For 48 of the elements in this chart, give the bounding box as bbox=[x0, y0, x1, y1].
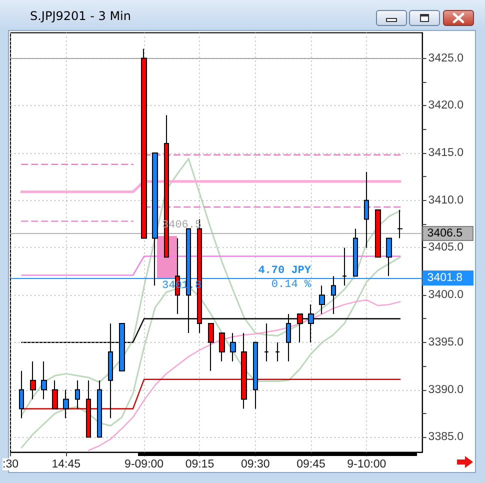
candlestick bbox=[364, 171, 369, 248]
candlestick bbox=[86, 380, 91, 438]
candlestick bbox=[219, 332, 225, 362]
y-tick-label: 3415.0 bbox=[428, 146, 464, 159]
candlestick bbox=[397, 209, 403, 239]
ref-line-label: 3406.5 bbox=[427, 228, 462, 240]
line-series bbox=[20, 158, 401, 416]
annotation: 4.70 JPY bbox=[258, 265, 312, 278]
candlestick bbox=[331, 276, 336, 315]
candlestick bbox=[275, 342, 280, 362]
candlestick bbox=[241, 332, 247, 410]
ref-line-label: 3401.8 bbox=[427, 272, 462, 284]
candlestick bbox=[52, 380, 58, 410]
y-tick-label: 3405.0 bbox=[428, 242, 464, 254]
candlestick bbox=[386, 238, 392, 277]
y-tick-label: 3425.0 bbox=[428, 52, 464, 64]
y-tick-label: 3400.0 bbox=[428, 289, 464, 302]
y-tick-label: 3410.0 bbox=[428, 194, 464, 206]
y-tick-label: 3420.0 bbox=[428, 100, 464, 112]
candlestick bbox=[30, 360, 36, 400]
candlestick bbox=[75, 380, 80, 410]
x-tick-label: 9-10:00 bbox=[347, 458, 386, 470]
candlestick bbox=[152, 152, 158, 286]
candlestick bbox=[41, 360, 47, 400]
x-tick-label: 09:45 bbox=[296, 458, 326, 470]
candlestick bbox=[264, 322, 269, 362]
candlestick bbox=[63, 389, 69, 419]
candlestick bbox=[375, 209, 381, 258]
y-tick-label: 3385.0 bbox=[428, 431, 464, 444]
annotation: 0.14 % bbox=[271, 279, 312, 292]
x-tick-label: 09:15 bbox=[185, 458, 214, 470]
x-tick-label: 9-09:00 bbox=[124, 458, 164, 470]
y-tick-label: 3395.0 bbox=[428, 336, 464, 348]
x-tick-label: :30 bbox=[2, 458, 18, 470]
candlestick bbox=[97, 380, 102, 438]
candlestick bbox=[319, 285, 325, 315]
line-series bbox=[88, 299, 401, 452]
x-tick-label: 14:45 bbox=[52, 458, 81, 470]
line-series bbox=[20, 256, 401, 448]
candlestick bbox=[253, 342, 258, 410]
candlestick bbox=[342, 247, 347, 286]
x-tick-label: 09:30 bbox=[240, 458, 270, 470]
chart-title: S.JPJ9201 - 3 Min bbox=[30, 9, 131, 23]
candlestick bbox=[353, 228, 358, 277]
candlestick bbox=[208, 322, 214, 372]
y-tick-label: 3390.0 bbox=[428, 384, 464, 396]
candlestick bbox=[230, 332, 236, 362]
candlestick bbox=[19, 370, 24, 419]
